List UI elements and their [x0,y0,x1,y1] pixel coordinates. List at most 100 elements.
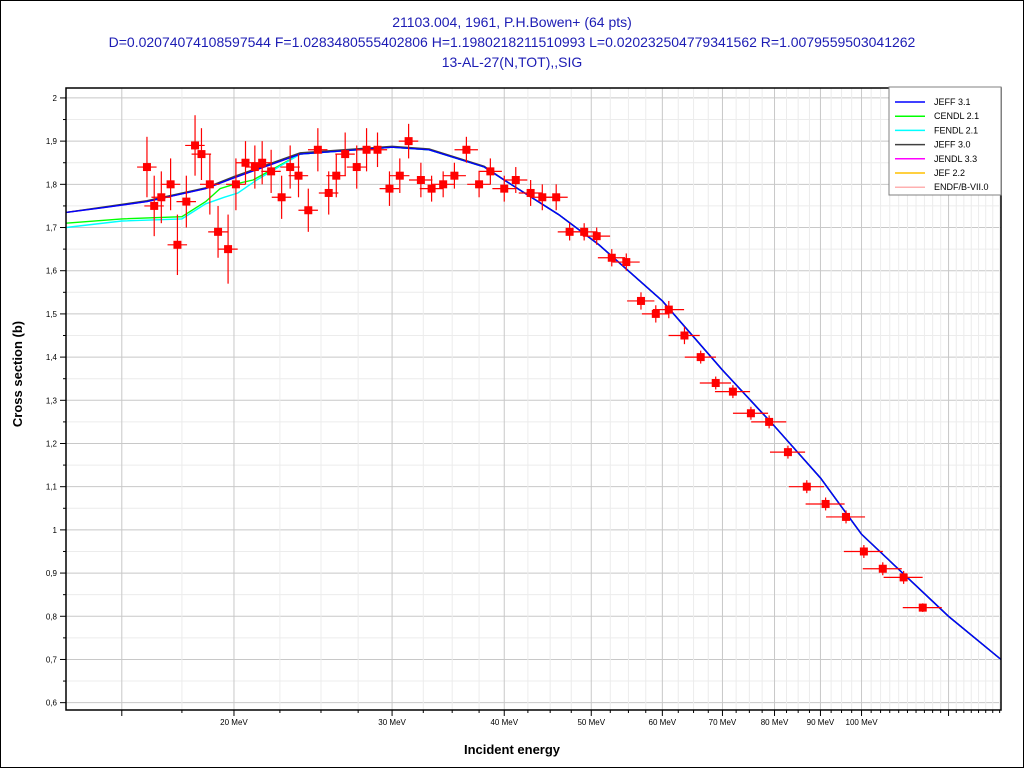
y-tick-label: 1,9 [46,137,58,146]
data-point [346,145,367,189]
data-point [218,214,238,284]
y-tick-label: 1,1 [46,483,58,492]
data-marker [592,232,601,241]
legend-label: ENDF/B-VII.0 [934,182,989,192]
x-tick-label: 30 MeV [378,718,406,727]
data-marker [267,167,276,176]
data-marker [765,417,774,426]
data-marker [352,163,361,172]
data-point [467,171,491,198]
data-marker [580,227,589,236]
y-tick-label: 1,6 [46,267,58,276]
data-point [379,171,400,206]
data-marker [859,547,868,556]
data-marker [294,171,303,180]
data-point [419,175,444,202]
data-point [144,175,164,237]
data-marker [373,145,382,154]
chart-title-line-2: D=0.02074074108597544 F=1.02834805554028… [109,34,916,50]
y-tick-label: 1,8 [46,180,58,189]
data-marker [696,353,705,362]
data-point [699,376,732,390]
x-tick-label: 20 MeV [220,718,248,727]
data-marker [783,448,792,457]
y-tick-label: 0,7 [46,655,58,664]
data-marker [191,141,200,150]
y-tick-label: 1,2 [46,439,58,448]
legend-label: CENDL 2.1 [934,111,979,121]
data-marker [150,201,159,210]
data-point [454,136,478,163]
data-marker [173,240,182,249]
experimental-points [137,115,942,612]
data-marker [450,171,459,180]
x-tick-label: 60 MeV [649,718,677,727]
data-point [652,300,685,319]
legend-box [888,86,1002,196]
legend-label: JEFF 3.0 [934,140,971,150]
data-marker [538,193,547,202]
data-marker [142,163,151,172]
data-marker [214,227,223,236]
plot-frame [65,87,1002,711]
y-tick-label: 1,5 [46,310,58,319]
data-point [684,350,716,364]
y-tick-label: 0,8 [46,612,58,621]
x-tick-label: 90 MeV [807,718,835,727]
data-point [335,132,355,176]
data-marker [526,188,535,197]
data-marker [231,180,240,189]
data-point [137,136,157,198]
data-marker [636,296,645,305]
y-tick-label: 0,6 [46,699,58,708]
data-point [902,603,942,612]
data-marker [802,482,811,491]
data-marker [416,176,425,185]
data-point [668,326,700,345]
data-marker [277,193,286,202]
data-marker [607,253,616,262]
data-marker [622,258,631,267]
data-marker [304,206,313,215]
data-marker [565,227,574,236]
data-marker [341,150,350,159]
data-point [627,292,655,310]
data-point [409,162,433,198]
data-point [582,227,611,245]
data-point [160,158,181,211]
data-marker [746,409,755,418]
data-point [235,141,256,185]
data-marker [680,331,689,340]
data-point [769,445,806,459]
data-marker [821,499,830,508]
data-marker [728,387,737,396]
data-point [208,205,228,258]
evaluated-curves [65,145,1002,661]
x-tick-label: 50 MeV [577,718,605,727]
data-marker [427,184,436,193]
data-point [261,149,281,193]
data-marker [711,379,720,388]
data-marker [385,184,394,193]
data-point [862,562,902,576]
data-marker [664,305,673,314]
data-point [199,154,220,215]
data-point [641,305,670,323]
data-point [176,175,196,228]
data-marker [899,573,908,582]
data-point [326,154,346,198]
data-marker [918,603,927,612]
data-marker [475,180,484,189]
data-marker [395,171,404,180]
y-tick-label: 0,9 [46,569,58,578]
curve-cendl-2-1 [65,146,1002,661]
data-point [751,415,787,429]
data-point [570,223,598,241]
data-marker [842,512,851,521]
data-point [518,180,543,206]
curve-jeff-3-1 [65,146,1002,661]
x-tick-label: 40 MeV [490,718,518,727]
data-point [597,249,626,267]
data-point [826,510,866,524]
